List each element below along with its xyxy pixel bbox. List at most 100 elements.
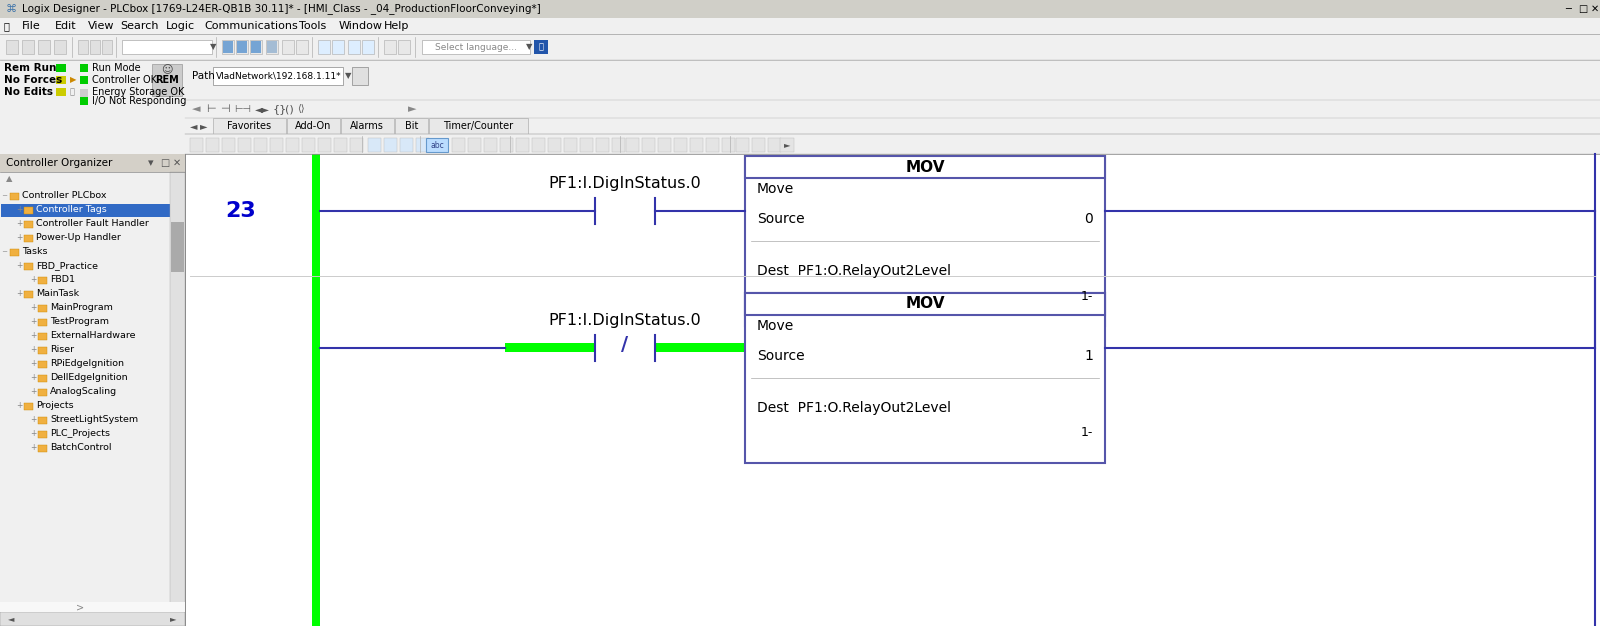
- Text: >: >: [75, 602, 85, 612]
- Text: Select language...: Select language...: [435, 43, 517, 51]
- Bar: [531, 138, 546, 152]
- Bar: [0, 602, 186, 612]
- Bar: [38, 333, 46, 340]
- Bar: [238, 138, 251, 152]
- Text: ⊣: ⊣: [221, 104, 230, 114]
- Text: /: /: [621, 336, 629, 354]
- Text: Controller OK: Controller OK: [93, 75, 157, 85]
- Bar: [190, 138, 203, 152]
- Text: MainProgram: MainProgram: [50, 304, 114, 312]
- Bar: [312, 154, 320, 626]
- Text: +: +: [30, 359, 37, 369]
- Text: ▲: ▲: [6, 175, 13, 183]
- Bar: [24, 263, 34, 270]
- Bar: [38, 319, 46, 326]
- Bar: [333, 40, 344, 54]
- Bar: [0, 18, 1600, 34]
- Text: Power-Up Handler: Power-Up Handler: [35, 233, 122, 242]
- Bar: [222, 41, 234, 53]
- Text: ◄: ◄: [192, 104, 200, 114]
- Bar: [674, 138, 686, 152]
- Bar: [768, 138, 781, 152]
- Bar: [186, 118, 1600, 134]
- Bar: [752, 138, 765, 152]
- Text: 23: 23: [226, 201, 256, 221]
- Text: VladNetwork\192.168.1.11*: VladNetwork\192.168.1.11*: [216, 71, 342, 81]
- Text: Projects: Projects: [35, 401, 74, 411]
- Bar: [270, 138, 283, 152]
- Text: Tasks: Tasks: [22, 247, 48, 257]
- Bar: [515, 138, 530, 152]
- Text: Move: Move: [757, 182, 794, 196]
- Bar: [38, 40, 50, 54]
- Bar: [626, 138, 638, 152]
- Bar: [0, 612, 186, 626]
- Text: I/O Not Responding: I/O Not Responding: [93, 96, 186, 106]
- Text: ⌘: ⌘: [6, 4, 18, 14]
- Bar: [38, 445, 46, 452]
- Bar: [54, 40, 66, 54]
- Text: 1: 1: [1085, 349, 1093, 363]
- Bar: [24, 207, 34, 214]
- Text: ▼: ▼: [526, 43, 533, 51]
- Text: abc: abc: [430, 140, 443, 150]
- Text: Communications: Communications: [205, 21, 298, 31]
- Text: Dest  PF1:O.RelayOut2Level: Dest PF1:O.RelayOut2Level: [757, 264, 950, 278]
- Text: ⊢⊣: ⊢⊣: [234, 104, 251, 114]
- Text: 🔲: 🔲: [3, 21, 10, 31]
- Bar: [250, 40, 262, 54]
- Bar: [251, 41, 261, 53]
- Text: Riser: Riser: [50, 346, 74, 354]
- Text: Path: Path: [192, 71, 214, 81]
- Bar: [282, 40, 294, 54]
- Text: Logic: Logic: [166, 21, 195, 31]
- Bar: [10, 249, 19, 256]
- Text: ▼: ▼: [346, 71, 352, 81]
- Bar: [24, 235, 34, 242]
- Bar: [222, 40, 234, 54]
- Bar: [595, 138, 610, 152]
- Bar: [0, 172, 186, 186]
- Text: MOV: MOV: [906, 297, 944, 312]
- Bar: [384, 40, 397, 54]
- Bar: [186, 154, 1600, 626]
- Bar: [186, 100, 1600, 118]
- Bar: [56, 76, 66, 84]
- Text: {}: {}: [274, 104, 288, 114]
- Text: ─: ─: [2, 193, 6, 199]
- Bar: [24, 403, 34, 410]
- Text: RPiEdgeIgnition: RPiEdgeIgnition: [50, 359, 125, 369]
- Bar: [453, 138, 466, 152]
- Bar: [186, 134, 1600, 154]
- Text: REM: REM: [155, 75, 179, 85]
- Bar: [341, 118, 394, 134]
- Bar: [349, 40, 360, 54]
- Text: 1-: 1-: [1080, 289, 1093, 302]
- Text: Help: Help: [384, 21, 410, 31]
- Text: Dest  PF1:O.RelayOut2Level: Dest PF1:O.RelayOut2Level: [757, 401, 950, 415]
- Text: □: □: [160, 158, 170, 168]
- Text: ☺: ☺: [162, 65, 173, 75]
- Bar: [706, 138, 718, 152]
- Bar: [654, 343, 746, 352]
- Text: Energy Storage OK: Energy Storage OK: [93, 87, 184, 97]
- Text: Timer/Counter: Timer/Counter: [443, 121, 514, 131]
- Bar: [781, 138, 794, 152]
- Bar: [38, 375, 46, 382]
- Bar: [222, 138, 235, 152]
- Text: File: File: [22, 21, 40, 31]
- Text: Favorites: Favorites: [227, 121, 272, 131]
- Text: +: +: [30, 332, 37, 341]
- Text: +: +: [30, 275, 37, 284]
- Text: ▾: ▾: [147, 158, 154, 168]
- Bar: [642, 138, 654, 152]
- Text: +: +: [30, 429, 37, 438]
- Text: 1-: 1-: [1080, 426, 1093, 439]
- Text: Alarms: Alarms: [350, 121, 384, 131]
- Text: ◄: ◄: [8, 615, 14, 623]
- Bar: [56, 88, 66, 96]
- Bar: [318, 138, 331, 152]
- Text: ►: ►: [408, 104, 416, 114]
- Text: ▶: ▶: [70, 76, 77, 85]
- Bar: [38, 417, 46, 424]
